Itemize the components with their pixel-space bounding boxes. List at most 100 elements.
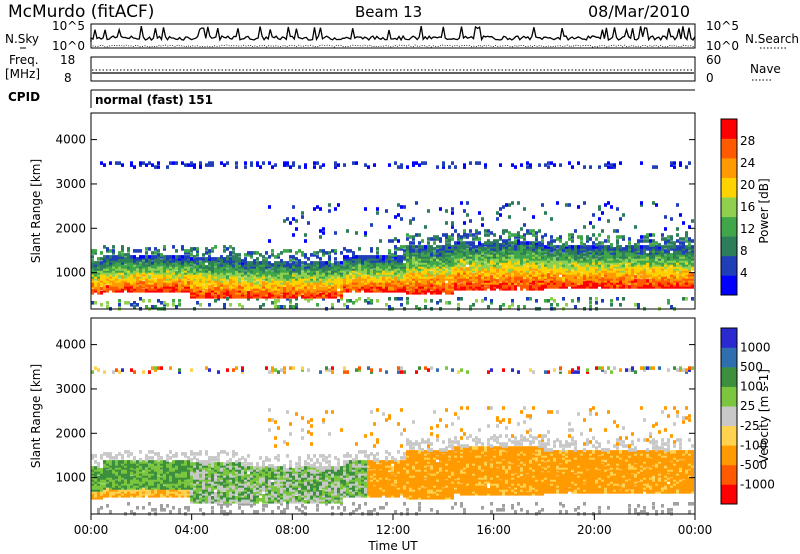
power-cell (469, 219, 472, 223)
power-cell (334, 249, 337, 253)
power-cell (568, 265, 571, 269)
power-cell (412, 217, 415, 221)
power-cell (466, 255, 469, 259)
power-cell (289, 285, 292, 289)
power-cell (184, 261, 187, 265)
power-cell (529, 249, 532, 253)
power-cell (526, 251, 529, 255)
power-cell (424, 271, 427, 275)
power-cell (274, 163, 277, 167)
power-cell (112, 263, 115, 267)
power-cell (166, 283, 169, 287)
power-cell (454, 253, 457, 257)
power-cell (274, 255, 277, 259)
power-cell (133, 301, 136, 305)
power-cell (361, 261, 364, 265)
power-cell (520, 163, 523, 167)
power-cell (577, 277, 580, 281)
power-cell (433, 255, 436, 259)
power-cell (565, 257, 568, 261)
power-cell (517, 239, 520, 243)
power-cell (367, 259, 370, 263)
power-cell (664, 239, 667, 243)
power-cell (682, 255, 685, 259)
power-cell (442, 267, 445, 271)
power-cell (322, 295, 325, 299)
power-cell (634, 271, 637, 275)
power-cell (649, 267, 652, 271)
power-cell (481, 283, 484, 287)
power-cell (385, 263, 388, 267)
velocity-cell (127, 462, 130, 466)
power-cell (262, 285, 265, 289)
power-cell (589, 279, 592, 283)
power-cell (514, 241, 517, 245)
power-cell (307, 279, 310, 283)
power-cell (421, 279, 424, 283)
power-cell (358, 261, 361, 265)
power-cell (553, 163, 556, 167)
power-cell (523, 251, 526, 255)
power-cell (133, 249, 136, 253)
power-cell (235, 257, 238, 261)
power-cell (355, 265, 358, 269)
power-cell (181, 261, 184, 265)
power-cell (112, 267, 115, 271)
power-cell (154, 255, 157, 259)
power-cell (460, 249, 463, 253)
power-cell (169, 265, 172, 269)
velocity-cell (112, 460, 115, 464)
power-cell (481, 277, 484, 281)
power-cell (565, 267, 568, 271)
power-cell (355, 285, 358, 289)
velocity-cell (97, 466, 100, 470)
power-cell (445, 247, 448, 251)
power-cell (475, 245, 478, 249)
velocity-cell (127, 490, 130, 494)
power-cell (430, 271, 433, 275)
power-cell (616, 229, 619, 233)
power-cell (136, 273, 139, 277)
power-cell (631, 245, 634, 249)
power-cell (526, 283, 529, 287)
power-cell (463, 273, 466, 277)
power-cell (148, 255, 151, 259)
power-cell (130, 271, 133, 275)
power-cell (640, 285, 643, 289)
power-cell (601, 253, 604, 257)
power-cell (658, 277, 661, 281)
power-cell (211, 263, 214, 267)
power-cell (124, 261, 127, 265)
power-cell (343, 285, 346, 289)
power-cell (256, 287, 259, 291)
power-cell (631, 281, 634, 285)
velocity-cell (91, 474, 94, 478)
power-cell (673, 271, 676, 275)
power-cell (118, 267, 121, 271)
power-cell (463, 269, 466, 273)
power-cell (175, 289, 178, 293)
power-cell (544, 263, 547, 267)
power-cell (295, 287, 298, 291)
power-cell (493, 261, 496, 265)
power-cell (208, 257, 211, 261)
velocity-cell (121, 480, 124, 484)
power-cell (313, 281, 316, 285)
power-cell (418, 247, 421, 251)
power-cell (295, 293, 298, 297)
power-cell (691, 257, 694, 261)
power-cell (349, 269, 352, 273)
power-cell (169, 287, 172, 291)
power-cell (451, 289, 454, 293)
power-cell (472, 257, 475, 261)
power-cell (196, 287, 199, 291)
power-cell (124, 265, 127, 269)
velocity-cell (109, 478, 112, 482)
power-cell (490, 301, 493, 305)
power-cell (559, 255, 562, 259)
power-cell (367, 267, 370, 271)
power-cell (457, 297, 460, 301)
power-cell (460, 297, 463, 301)
power-cell (223, 163, 226, 167)
power-cell (163, 255, 166, 259)
